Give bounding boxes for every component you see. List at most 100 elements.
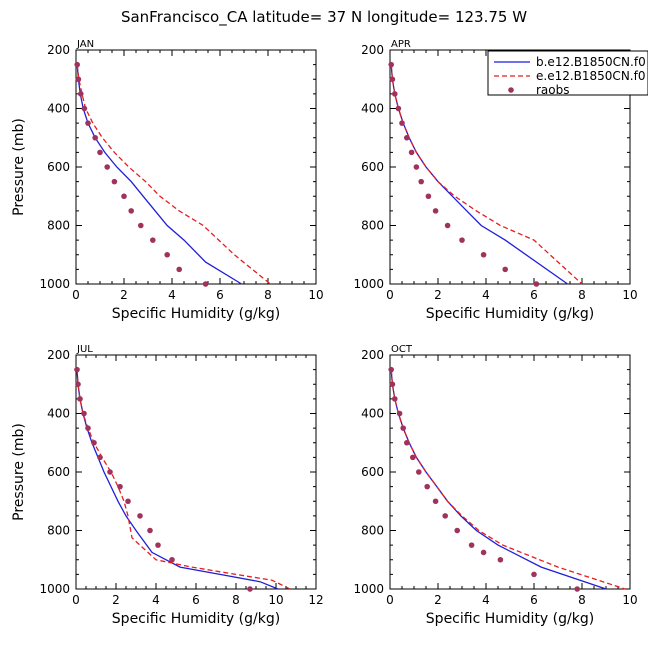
y-tick-label: 200 xyxy=(47,348,70,362)
y-tick-label: 200 xyxy=(361,43,384,57)
raobs-point xyxy=(454,527,461,534)
series-line-b xyxy=(76,369,279,590)
raobs-point xyxy=(104,164,110,170)
raobs-point xyxy=(111,178,118,185)
series-line-b xyxy=(390,64,568,285)
y-tick-label: 600 xyxy=(47,160,70,174)
x-axis-label: Specific Humidity (g/kg) xyxy=(112,611,280,627)
raobs-point xyxy=(418,178,425,185)
raobs-point xyxy=(480,251,487,258)
series-line-b xyxy=(390,369,607,590)
x-tick-label: 4 xyxy=(152,593,160,607)
raobs-point xyxy=(138,222,144,229)
x-tick-label: 10 xyxy=(268,593,283,607)
panel-oct: 0 2 4 6 8 10 200 400 600 800 1000 OCT Specific Humid… xyxy=(353,344,637,627)
x-tick-label: 0 xyxy=(386,593,394,607)
y-tick-label: 1000 xyxy=(353,277,384,291)
y-tick-label: 800 xyxy=(47,219,70,233)
x-tick-label: 4 xyxy=(482,593,490,607)
panel-jan: 0 2 4 6 8 10 200 400 600 800 1000 JAN Specific Humid… xyxy=(11,39,324,322)
x-tick-label: 4 xyxy=(482,288,490,302)
y-tick-label: 400 xyxy=(361,102,384,116)
legend-entry: e.e12.B1850CN.f0 xyxy=(536,69,645,83)
legend-marker-raobs xyxy=(508,87,514,93)
y-tick-label: 1000 xyxy=(39,277,70,291)
x-axis-label: Specific Humidity (g/kg) xyxy=(426,306,594,322)
y-tick-label: 800 xyxy=(361,219,384,233)
raobs-point xyxy=(416,469,422,475)
legend-entry: raobs xyxy=(536,83,570,97)
x-axis-label: Specific Humidity (g/kg) xyxy=(112,306,280,322)
raobs-point xyxy=(97,149,103,156)
series-line-e xyxy=(76,369,291,590)
raobs-point xyxy=(137,513,143,519)
figure-title: SanFrancisco_CA latitude= 37 N longitude… xyxy=(121,8,527,27)
x-tick-label: 10 xyxy=(622,593,637,607)
y-tick-label: 1000 xyxy=(353,582,384,596)
plot-frame xyxy=(75,49,317,285)
x-tick-label: 10 xyxy=(308,288,323,302)
x-tick-label: 0 xyxy=(386,288,394,302)
raobs-point xyxy=(125,498,131,505)
raobs-point xyxy=(85,120,91,126)
raobs-point xyxy=(155,542,161,548)
raobs-point xyxy=(169,556,175,563)
x-tick-label: 8 xyxy=(232,593,240,607)
series-line-e xyxy=(390,369,626,590)
raobs-point xyxy=(399,120,405,126)
raobs-point xyxy=(75,76,82,83)
raobs-point xyxy=(392,91,398,97)
raobs-point xyxy=(425,193,432,200)
x-tick-label: 8 xyxy=(578,288,586,302)
raobs-point xyxy=(400,425,407,431)
raobs-point xyxy=(444,222,451,229)
raobs-point xyxy=(442,513,449,519)
raobs-point xyxy=(408,149,415,156)
raobs-point xyxy=(531,571,537,578)
x-tick-label: 6 xyxy=(216,288,224,302)
y-axis-label: Pressure (mb) xyxy=(11,423,27,521)
raobs-point xyxy=(404,134,410,141)
panel-jul: 0 2 4 6 8 10 12 200 400 600 800 1000 JUL Specific Hum… xyxy=(11,344,324,627)
series-line-b xyxy=(76,64,242,285)
raobs-point xyxy=(389,381,396,388)
raobs-point xyxy=(147,527,153,534)
raobs-point xyxy=(107,469,113,475)
y-tick-label: 200 xyxy=(361,348,384,362)
series-line-e xyxy=(76,64,271,285)
x-tick-label: 6 xyxy=(530,288,538,302)
y-tick-label: 1000 xyxy=(39,582,70,596)
raobs-point xyxy=(459,237,465,243)
y-tick-label: 400 xyxy=(47,102,70,116)
raobs-point xyxy=(121,193,127,200)
raobs-point xyxy=(92,134,98,141)
y-tick-label: 600 xyxy=(47,465,70,479)
series-line-e xyxy=(390,64,583,285)
panel-label: APR xyxy=(391,39,411,50)
raobs-point xyxy=(392,396,398,402)
y-tick-label: 200 xyxy=(47,43,70,57)
x-tick-label: 2 xyxy=(112,593,120,607)
raobs-point xyxy=(395,105,402,112)
y-tick-label: 400 xyxy=(361,407,384,421)
raobs-point xyxy=(424,483,431,490)
raobs-point xyxy=(404,439,410,446)
y-tick-label: 400 xyxy=(47,407,70,421)
raobs-point xyxy=(432,208,439,214)
x-tick-label: 0 xyxy=(72,593,80,607)
raobs-point xyxy=(97,454,103,461)
raobs-point xyxy=(468,542,475,548)
raobs-point xyxy=(247,586,253,592)
x-tick-label: 0 xyxy=(72,288,80,302)
raobs-point xyxy=(74,366,80,373)
y-tick-label: 600 xyxy=(361,465,384,479)
raobs-point xyxy=(497,556,504,563)
raobs-point xyxy=(117,483,123,490)
raobs-point xyxy=(396,410,403,417)
raobs-point xyxy=(78,91,84,97)
legend-entry: b.e12.B1850CN.f0 xyxy=(536,55,646,69)
x-tick-label: 8 xyxy=(578,593,586,607)
